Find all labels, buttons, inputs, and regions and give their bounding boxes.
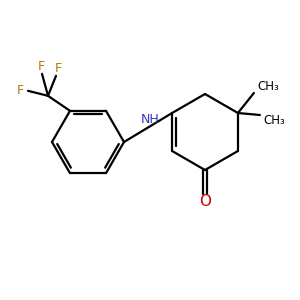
Text: O: O bbox=[199, 194, 211, 209]
Text: F: F bbox=[38, 60, 45, 73]
Text: F: F bbox=[16, 84, 24, 97]
Text: CH₃: CH₃ bbox=[257, 80, 279, 92]
Text: NH: NH bbox=[141, 113, 159, 126]
Text: CH₃: CH₃ bbox=[263, 113, 285, 127]
Text: F: F bbox=[54, 62, 61, 75]
